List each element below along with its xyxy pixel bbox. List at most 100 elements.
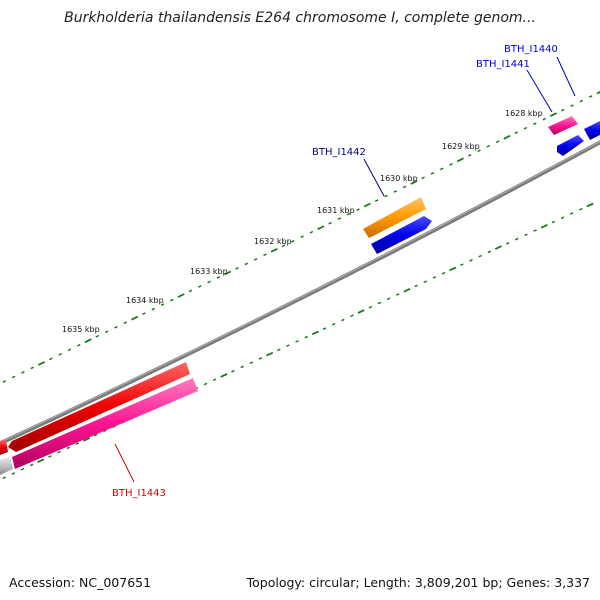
inner-tick-8: [66, 446, 71, 450]
inner-tick-7: [57, 450, 61, 454]
kbp-label-1635: 1635 kbp: [62, 325, 100, 334]
inner-tick-12: [103, 429, 107, 433]
outer-tick-20: [177, 293, 185, 298]
outer-tick-61: [560, 108, 565, 112]
outer-tick-38: [346, 212, 351, 216]
outer-tick-51: [467, 153, 472, 157]
outer-tick-29: [263, 253, 267, 257]
inner-tick-35: [311, 330, 319, 336]
gene-feature-orange-bth-i1442[interactable]: [363, 197, 426, 238]
gene-feature-red-edge[interactable]: [0, 440, 8, 455]
outer-tick-32: [291, 239, 295, 243]
outer-tick-34: [309, 230, 314, 234]
outer-tick-49: [449, 163, 453, 166]
outer-tick-2: [11, 375, 16, 379]
kbp-label-1633: 1633 kbp: [190, 267, 228, 276]
outer-tick-60: [549, 112, 557, 117]
outer-tick-55: [503, 134, 511, 140]
inner-tick-32: [286, 344, 290, 347]
inner-tick-41: [368, 305, 373, 309]
map-title: Burkholderia thailandensis E264 chromoso…: [64, 10, 536, 26]
inner-tick-2: [11, 472, 16, 475]
outer-tick-46: [421, 176, 425, 180]
inner-tick-47: [423, 280, 428, 284]
outer-tick-59: [542, 117, 546, 121]
gene-feature-blue-upper-right-2[interactable]: [584, 121, 600, 140]
gene-feature-blue-bth-i1442[interactable]: [371, 216, 432, 254]
inner-tick-52: [469, 259, 473, 262]
inner-tick-55: [494, 245, 502, 250]
gene-label-bth-i1443[interactable]: BTH_I1443: [112, 488, 166, 499]
outer-tick-62: [570, 104, 574, 107]
outer-tick-35: [317, 225, 325, 231]
outer-tick-1: [2, 380, 7, 383]
outer-tick-26: [235, 267, 239, 270]
inner-tick-26: [231, 369, 235, 373]
outer-tick-52: [477, 149, 481, 153]
inner-tick-40: [357, 309, 365, 314]
outer-tick-41: [374, 199, 379, 202]
genome-summary-text: Topology: circular; Length: 3,809,201 bp…: [246, 575, 590, 590]
inner-tick-56: [505, 242, 510, 245]
inner-tick-48: [432, 276, 437, 279]
inner-tick-50: [449, 266, 457, 272]
outer-tick-50: [456, 157, 464, 163]
outer-tick-5: [38, 361, 46, 366]
gene-label-bth-i1442[interactable]: BTH_I1442: [312, 147, 366, 158]
outer-tick-63: [579, 99, 584, 103]
outer-tick-37: [337, 217, 342, 220]
inner-tick-54: [487, 250, 492, 254]
gene-feature-pink-upper-right[interactable]: [548, 116, 578, 135]
gene-label-bth-i1440[interactable]: BTH_I1440: [504, 44, 558, 55]
kbp-label-1632: 1632 kbp: [254, 237, 292, 246]
outer-tick-track: [2, 91, 600, 383]
leader-line-bth-i1443: [114, 443, 135, 483]
inner-tick-9: [75, 442, 80, 445]
outer-tick-31: [281, 244, 286, 248]
inner-tick-36: [322, 327, 327, 330]
outer-tick-6: [49, 357, 53, 361]
kbp-label-1629: 1629 kbp: [442, 142, 480, 151]
inner-tick-61: [551, 220, 556, 224]
outer-tick-33: [300, 235, 304, 239]
inner-tick-4: [29, 463, 34, 467]
outer-tick-22: [197, 285, 202, 288]
inner-tick-33: [295, 340, 299, 343]
outer-tick-44: [402, 185, 407, 189]
inner-tick-63: [569, 212, 574, 215]
chromosome-backbone-highlight: [0, 140, 600, 443]
outer-tick-36: [328, 221, 332, 225]
outer-tick-21: [188, 289, 193, 293]
gene-feature-grey-edge[interactable]: [0, 457, 13, 475]
outer-tick-58: [533, 122, 537, 126]
outer-tick-56: [514, 131, 519, 135]
leader-line-bth-i1441: [526, 69, 553, 113]
inner-tick-5: [37, 458, 45, 464]
outer-tick-40: [363, 202, 371, 208]
inner-tick-11: [93, 433, 98, 437]
outer-tick-3: [21, 371, 25, 374]
outer-tick-10: [84, 338, 92, 344]
outer-tick-57: [523, 126, 528, 130]
outer-tick-11: [95, 334, 100, 338]
inner-tick-30: [266, 351, 274, 357]
outer-tick-23: [207, 280, 211, 284]
leader-line-bth-i1442: [363, 158, 385, 197]
kbp-label-1630: 1630 kbp: [380, 174, 418, 183]
outer-tick-24: [216, 276, 221, 279]
inner-tick-28: [249, 361, 254, 365]
outer-tick-48: [439, 167, 444, 171]
gene-label-bth-i1441[interactable]: BTH_I1441: [476, 59, 530, 70]
outer-tick-15: [131, 315, 139, 321]
gene-feature-blue-upper-right-1[interactable]: [557, 135, 584, 156]
inner-tick-34: [304, 335, 309, 339]
inner-tick-24: [212, 378, 217, 382]
gene-feature-red-large[interactable]: [8, 362, 190, 452]
inner-tick-59: [533, 229, 537, 232]
outer-tick-45: [410, 180, 418, 185]
gene-feature-pink-bth-i1443[interactable]: [12, 378, 198, 469]
inner-tick-1: [2, 476, 6, 480]
inner-tick-38: [341, 318, 345, 322]
outer-tick-13: [114, 325, 118, 329]
